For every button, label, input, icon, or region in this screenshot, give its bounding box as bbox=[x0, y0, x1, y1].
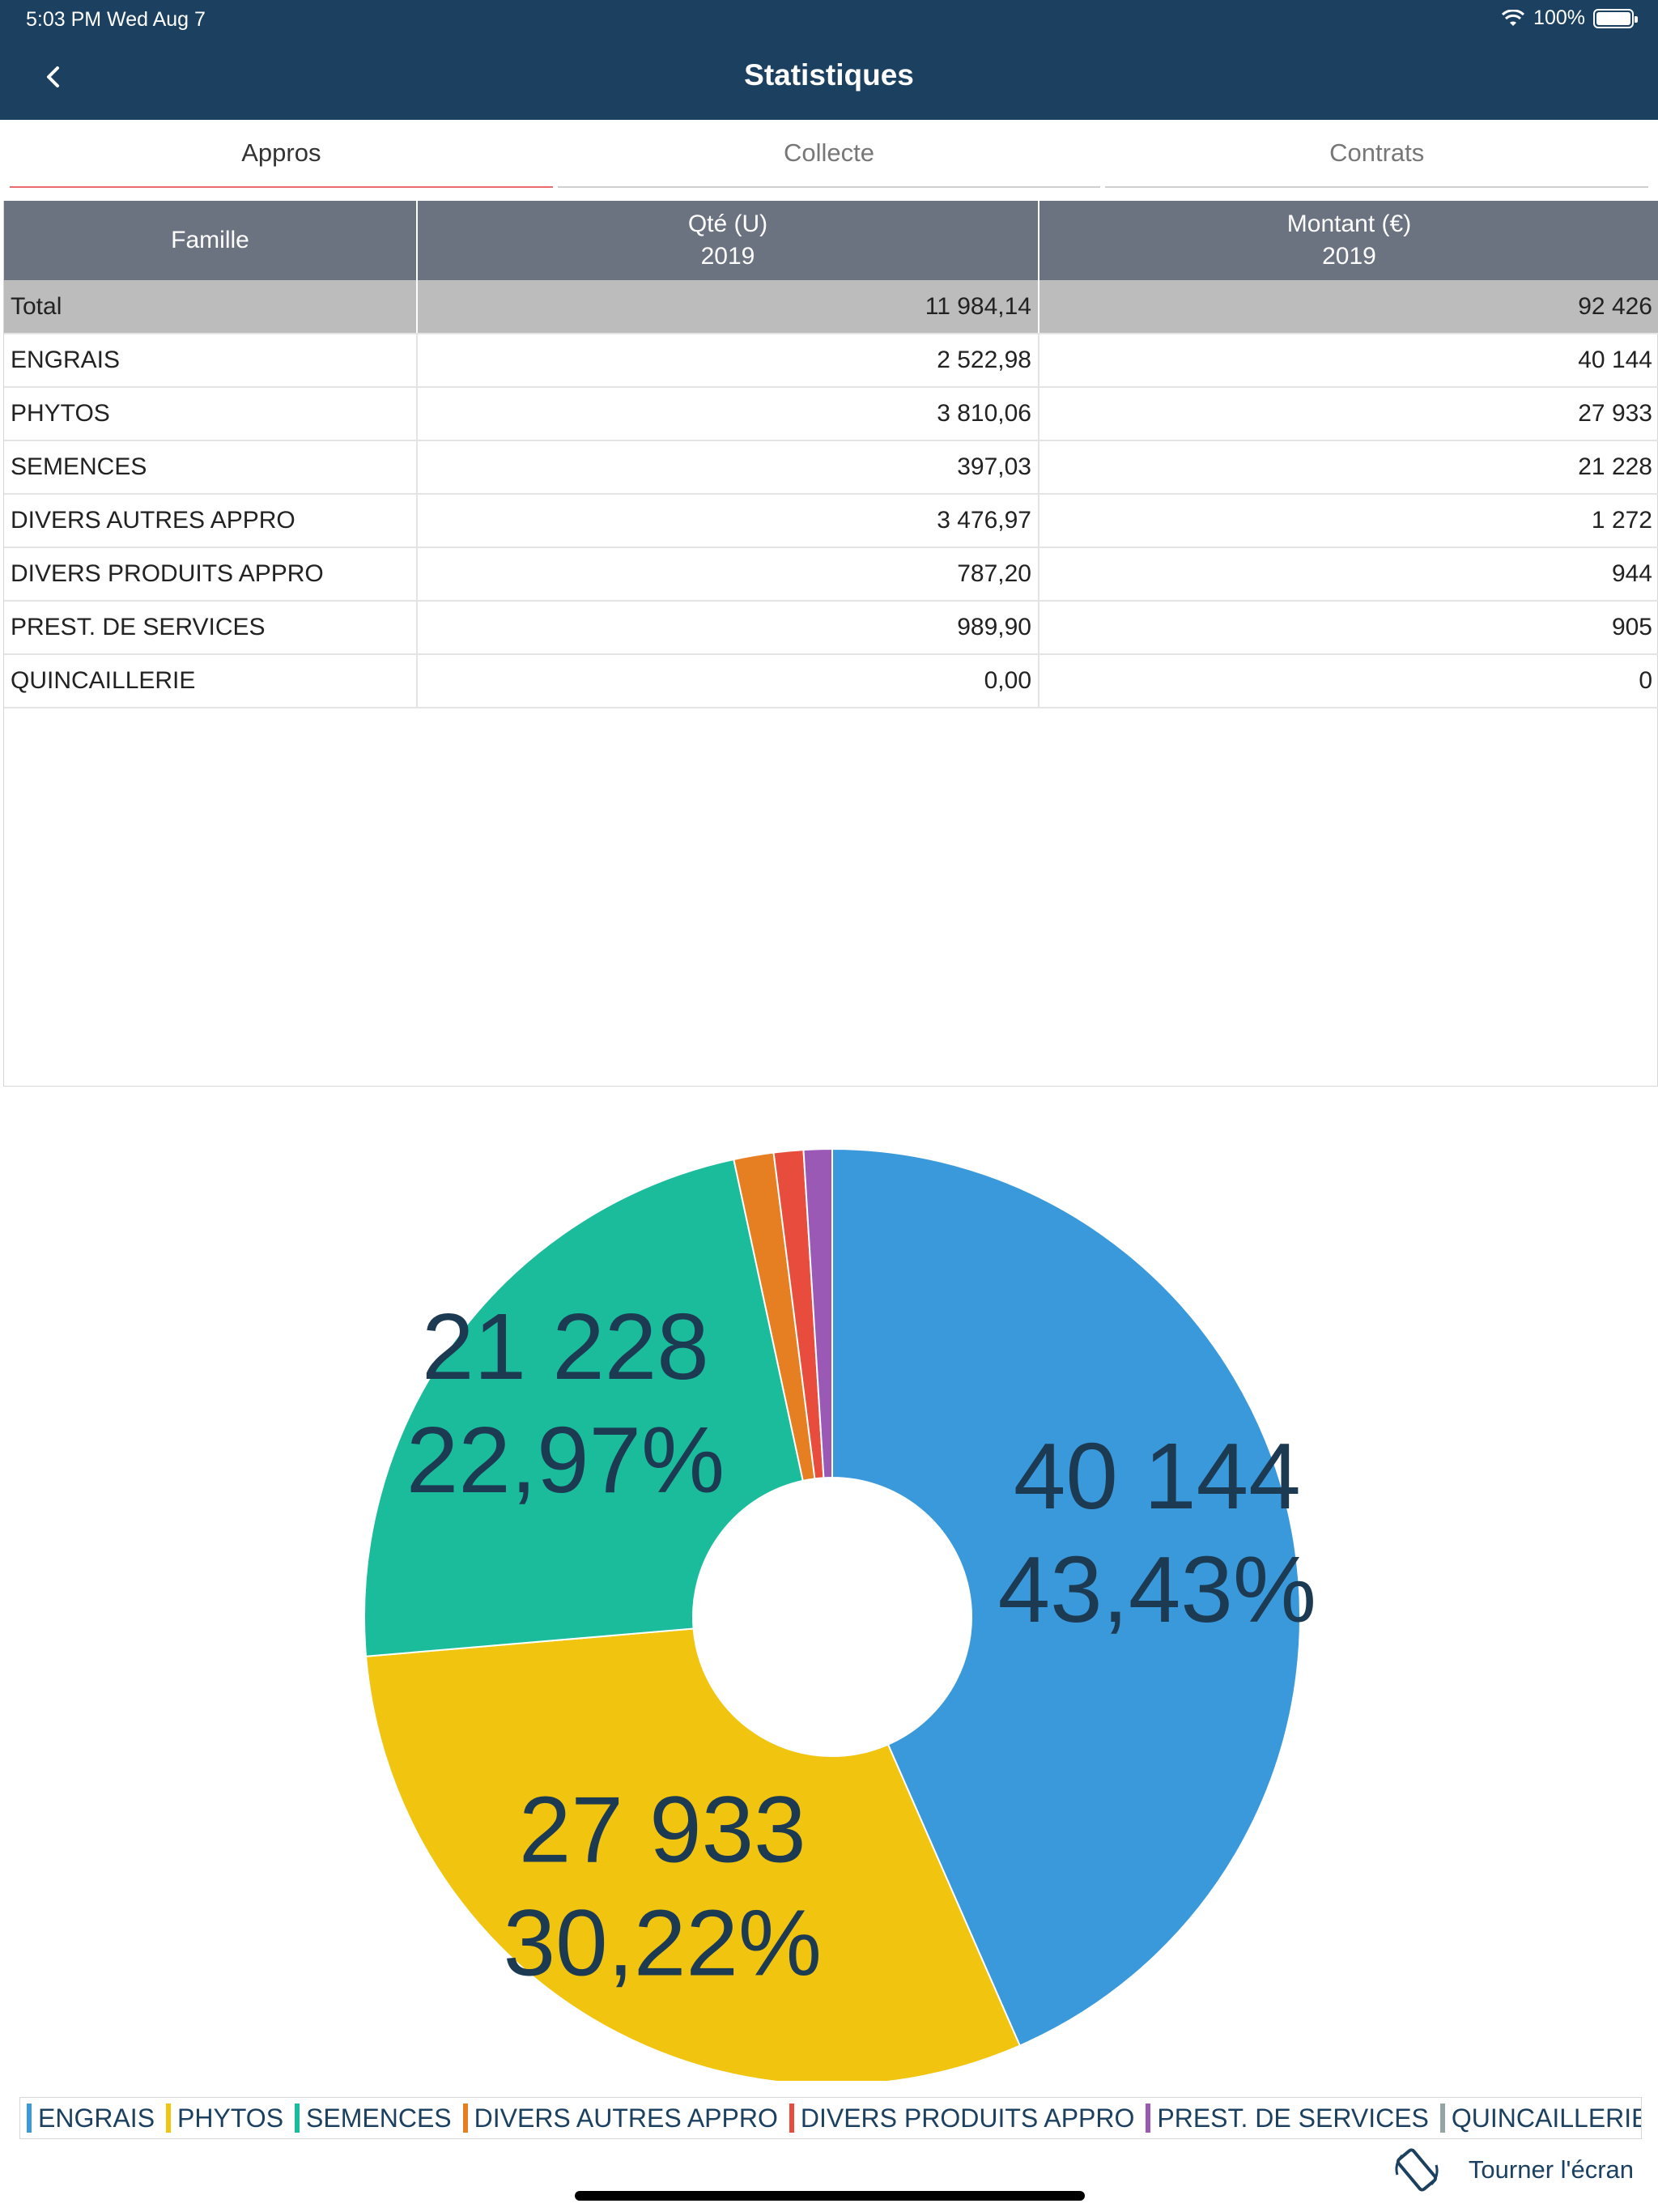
row-montant: 1 272 bbox=[1039, 494, 1658, 548]
tab-appros[interactable]: Appros bbox=[10, 120, 553, 191]
row-famille: DIVERS AUTRES APPRO bbox=[4, 494, 418, 548]
legend-swatch bbox=[27, 2104, 32, 2133]
pie-slice-prest-de-services[interactable] bbox=[802, 1147, 833, 1479]
total-label: Total bbox=[4, 280, 418, 334]
row-famille: PHYTOS bbox=[4, 387, 418, 441]
legend-swatch bbox=[295, 2104, 300, 2133]
table-row: PHYTOS 3 810,06 27 933 bbox=[4, 387, 1658, 441]
status-time: 5:03 PM Wed Aug 7 bbox=[26, 8, 206, 31]
battery-percent: 100% bbox=[1533, 6, 1585, 29]
rotate-screen-label: Tourner l'écran bbox=[1468, 2155, 1634, 2184]
row-famille: PREST. DE SERVICES bbox=[4, 601, 418, 655]
legend-label: QUINCAILLERIE bbox=[1451, 2103, 1642, 2133]
row-montant: 21 228 bbox=[1039, 440, 1658, 495]
slice-label-percent: 22,97% bbox=[406, 1407, 725, 1512]
table-total-row: Total 11 984,14 92 426 bbox=[4, 280, 1658, 334]
legend-item-semences[interactable]: SEMENCES bbox=[295, 2104, 452, 2133]
legend-item-prest-de-services[interactable]: PREST. DE SERVICES bbox=[1146, 2104, 1429, 2133]
row-famille: SEMENCES bbox=[4, 440, 418, 495]
tab-bar: Appros Collecte Contrats bbox=[0, 120, 1658, 191]
navigation-bar: 5:03 PM Wed Aug 7 100% Statistiques bbox=[0, 0, 1658, 120]
legend-swatch bbox=[462, 2104, 468, 2133]
slice-label-value: 21 228 bbox=[422, 1294, 709, 1399]
tab-collecte[interactable]: Collecte bbox=[557, 120, 1101, 191]
legend-swatch bbox=[1146, 2104, 1151, 2133]
row-qte: 0,00 bbox=[417, 654, 1039, 708]
chart-legend: ENGRAIS PHYTOS SEMENCES DIVERS AUTRES AP… bbox=[19, 2097, 1642, 2139]
statistics-table: Famille Qté (U) 2019 Montant (€) 2019 Tota… bbox=[3, 201, 1658, 1087]
row-montant: 944 bbox=[1039, 547, 1658, 602]
battery-icon bbox=[1593, 8, 1638, 28]
legend-label: DIVERS AUTRES APPRO bbox=[474, 2103, 778, 2133]
legend-item-divers-produits-appro[interactable]: DIVERS PRODUITS APPRO bbox=[789, 2103, 1135, 2133]
legend-item-quincaillerie[interactable]: QUINCAILLERIE bbox=[1439, 2103, 1642, 2133]
home-indicator bbox=[575, 2191, 1085, 2201]
row-famille: ENGRAIS bbox=[4, 334, 418, 388]
legend-label: PREST. DE SERVICES bbox=[1157, 2103, 1429, 2133]
row-qte: 3 476,97 bbox=[417, 494, 1039, 548]
legend-label: DIVERS PRODUITS APPRO bbox=[800, 2103, 1135, 2133]
table-row: DIVERS PRODUITS APPRO 787,20 944 bbox=[4, 547, 1658, 602]
legend-label: PHYTOS bbox=[177, 2103, 284, 2133]
row-qte: 787,20 bbox=[417, 547, 1039, 602]
header-famille: Famille bbox=[4, 201, 418, 280]
pie-slice-phytos[interactable] bbox=[364, 1627, 1022, 2081]
slice-label-value: 27 933 bbox=[519, 1776, 806, 1882]
legend-swatch bbox=[1439, 2104, 1445, 2133]
row-qte: 397,03 bbox=[417, 440, 1039, 495]
legend-item-divers-autres-appro[interactable]: DIVERS AUTRES APPRO bbox=[462, 2103, 778, 2133]
table-row: SEMENCES 397,03 21 228 bbox=[4, 440, 1658, 495]
page-title: Statistiques bbox=[744, 58, 914, 91]
legend-label: SEMENCES bbox=[306, 2103, 452, 2133]
row-famille: DIVERS PRODUITS APPRO bbox=[4, 547, 418, 602]
rotate-screen-icon bbox=[1395, 2148, 1439, 2192]
row-montant: 905 bbox=[1039, 601, 1658, 655]
pie-slice-semences[interactable] bbox=[363, 1158, 804, 1657]
row-famille: QUINCAILLERIE bbox=[4, 654, 418, 708]
rotate-screen-button[interactable]: Tourner l'écran bbox=[1391, 2144, 1634, 2196]
row-montant: 40 144 bbox=[1039, 334, 1658, 388]
slice-label-value: 40 144 bbox=[1014, 1423, 1301, 1529]
legend-swatch bbox=[166, 2104, 172, 2133]
tab-contrats[interactable]: Contrats bbox=[1105, 120, 1648, 191]
table-row: ENGRAIS 2 522,98 40 144 bbox=[4, 334, 1658, 388]
row-qte: 2 522,98 bbox=[417, 334, 1039, 388]
legend-item-phytos[interactable]: PHYTOS bbox=[166, 2104, 283, 2133]
legend-label: ENGRAIS bbox=[38, 2103, 155, 2133]
wifi-icon bbox=[1502, 9, 1525, 26]
status-indicators: 100% bbox=[1501, 6, 1638, 30]
total-qte: 11 984,14 bbox=[417, 280, 1039, 334]
legend-item-engrais[interactable]: ENGRAIS bbox=[27, 2104, 155, 2133]
slice-label-percent: 30,22% bbox=[504, 1890, 822, 1995]
row-qte: 3 810,06 bbox=[417, 387, 1039, 441]
chevron-left-icon bbox=[47, 66, 59, 87]
row-qte: 989,90 bbox=[417, 601, 1039, 655]
slice-label-percent: 43,43% bbox=[998, 1537, 1316, 1642]
table-row: DIVERS AUTRES APPRO 3 476,97 1 272 bbox=[4, 494, 1658, 548]
row-montant: 27 933 bbox=[1039, 387, 1658, 441]
pie-slice-engrais[interactable] bbox=[831, 1147, 1301, 2047]
back-button[interactable] bbox=[32, 57, 73, 97]
header-qte: Qté (U) 2019 bbox=[417, 201, 1039, 280]
table-row: PREST. DE SERVICES 989,90 905 bbox=[4, 601, 1658, 655]
row-montant: 0 bbox=[1039, 654, 1658, 708]
table-row: QUINCAILLERIE 0,00 0 bbox=[4, 654, 1658, 708]
header-montant: Montant (€) 2019 bbox=[1039, 201, 1658, 280]
legend-swatch bbox=[789, 2104, 794, 2133]
table-header-row: Famille Qté (U) 2019 Montant (€) 2019 bbox=[4, 201, 1658, 280]
total-montant: 92 426 bbox=[1039, 280, 1658, 334]
